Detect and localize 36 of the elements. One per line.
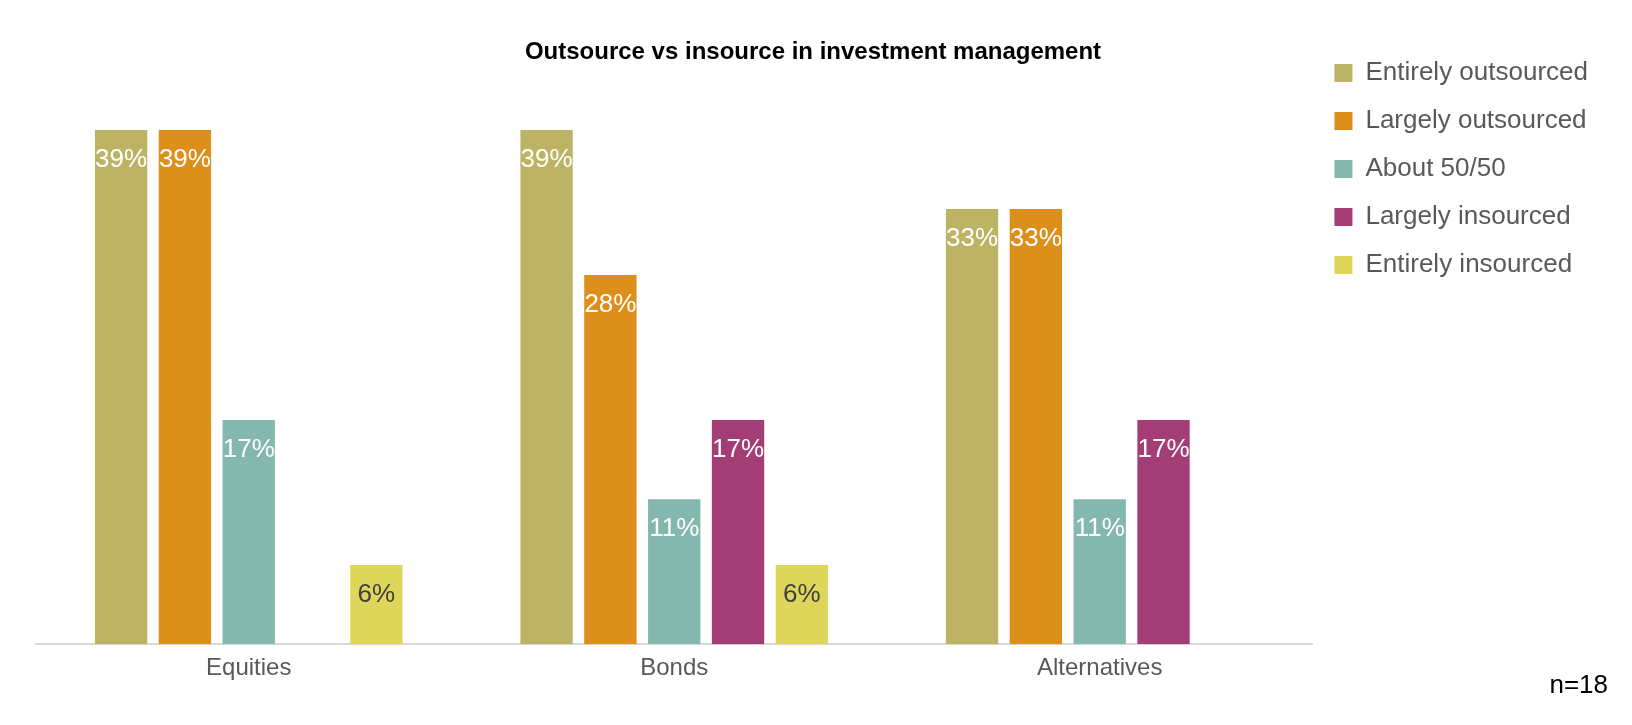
bar <box>350 565 403 645</box>
data-label: 33% <box>946 222 999 253</box>
data-label: 11% <box>1074 512 1125 543</box>
bar <box>648 499 701 645</box>
bar <box>1137 420 1190 645</box>
data-label: 17% <box>222 433 275 464</box>
data-label: 17% <box>712 433 765 464</box>
data-label: 11% <box>649 512 700 543</box>
bar <box>945 209 999 645</box>
bar <box>520 129 573 645</box>
bar <box>158 129 212 645</box>
x-tick-label: Equities <box>206 653 292 681</box>
legend-label: Largely insourced <box>1365 200 1571 231</box>
x-tick-label: Alternatives <box>1037 653 1163 681</box>
data-label: 39% <box>158 143 211 174</box>
bar <box>1073 499 1126 645</box>
bar <box>222 420 275 645</box>
data-label: 28% <box>584 288 637 319</box>
x-tick-label: Bonds <box>640 653 709 681</box>
legend-label: Entirely outsourced <box>1365 56 1588 87</box>
bar <box>711 420 765 645</box>
legend-label: About 50/50 <box>1365 152 1506 183</box>
bar <box>775 565 829 645</box>
bar <box>584 275 637 645</box>
data-label: 33% <box>1009 222 1062 253</box>
data-label: 6% <box>783 578 821 609</box>
data-label: 39% <box>520 143 573 174</box>
text: n=18 <box>1549 669 1608 700</box>
data-label: 39% <box>95 143 148 174</box>
bar <box>1009 209 1063 645</box>
bar <box>94 129 148 645</box>
chart-title: Outsource vs insource in investment management <box>524 37 1102 65</box>
data-label: 17% <box>1137 433 1190 464</box>
legend-label: Largely outsourced <box>1365 104 1587 135</box>
data-label: 6% <box>357 578 396 609</box>
legend-label: Entirely insourced <box>1365 248 1573 279</box>
